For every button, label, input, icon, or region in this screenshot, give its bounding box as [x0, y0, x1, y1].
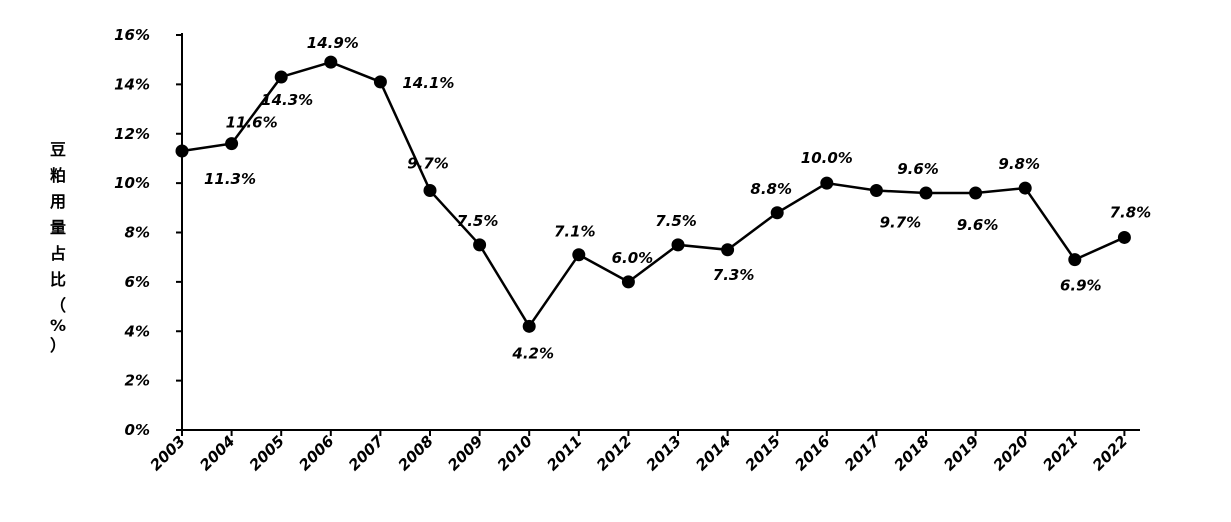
x-tick-label: 2013 [643, 432, 685, 474]
data-point [671, 238, 685, 252]
data-label: 6.9% [1060, 277, 1102, 295]
data-labels: 11.3% 11.6% 14.3% 14.9% 14.1% 9.7% 7.5% 4.2% 7.1… [204, 34, 1151, 362]
x-tick-label: 2006 [295, 432, 337, 474]
y-tick-label: 2% [125, 372, 150, 390]
data-point [373, 75, 387, 89]
y-tick-label: 4% [124, 322, 150, 340]
data-point [770, 206, 784, 220]
x-tick-label: 2005 [246, 432, 288, 474]
series-line [181, 60, 1125, 329]
x-tick-label: 2010 [494, 432, 536, 474]
data-label: 7.5% [457, 212, 499, 230]
y-tick-label: 6% [125, 273, 150, 291]
x-tick-label: 2015 [742, 432, 784, 474]
y-axis-label-char: ） [50, 336, 66, 355]
y-axis-label-char: 占 [50, 244, 66, 263]
x-tick-label: 2008 [395, 432, 437, 474]
x-tick-label: 2004 [196, 432, 238, 474]
x-ticks: 2003 2004 2005 2006 2007 2008 2009 2010 2011 2012… [147, 430, 1131, 475]
data-point [869, 184, 883, 198]
data-point [969, 186, 983, 200]
data-point [820, 176, 834, 190]
y-axis-label-char: 比 [50, 270, 66, 289]
data-label: 9.7% [880, 214, 922, 232]
data-label: 14.1% [402, 74, 454, 92]
data-label: 7.3% [713, 266, 755, 284]
data-point [1117, 230, 1131, 244]
x-tick-label: 2020 [990, 432, 1032, 474]
x-tick-label: 2018 [891, 432, 933, 474]
x-tick-label: 2021 [1039, 432, 1081, 474]
data-label: 6.0% [612, 249, 654, 267]
x-tick-label: 2007 [345, 432, 388, 475]
data-label: 9.6% [957, 216, 999, 234]
y-axis-label-char: 用 [50, 192, 66, 211]
data-label: 11.6% [226, 114, 278, 132]
y-axis-label-char: 量 [50, 218, 66, 237]
data-label: 14.9% [307, 34, 359, 52]
y-tick-label: 8% [125, 224, 150, 242]
data-points [175, 55, 1131, 333]
data-label: 9.6% [897, 160, 939, 178]
data-label: 7.1% [554, 223, 596, 241]
y-axis-label-char: % [50, 316, 66, 335]
data-point [423, 184, 437, 198]
y-axis-label-char: 豆 [50, 140, 66, 159]
y-tick-label: 10% [114, 174, 150, 192]
data-point [721, 243, 735, 257]
x-tick-label: 2012 [593, 432, 635, 474]
data-point [324, 55, 338, 69]
x-tick-label: 2011 [543, 432, 585, 474]
data-label: 11.3% [204, 170, 256, 188]
y-tick-label: 14% [114, 75, 150, 93]
data-point [175, 144, 189, 158]
data-point [1018, 181, 1032, 195]
y-axis-label-char: 粕 [50, 166, 66, 185]
data-point [274, 70, 288, 84]
data-point [1068, 253, 1082, 267]
y-tick-label: 12% [114, 125, 150, 143]
y-ticks: 0% 2% 4% 6% 8% 10% 12% 14% 16% [114, 26, 182, 439]
x-tick-label: 2017 [841, 432, 884, 475]
x-tick-label: 2014 [692, 432, 734, 474]
data-label: 14.3% [261, 91, 313, 109]
data-point [473, 238, 487, 252]
data-label: 7.5% [655, 212, 697, 230]
x-tick-label: 2009 [444, 432, 486, 474]
x-tick-label: 2019 [940, 432, 982, 474]
y-tick-label: 0% [125, 421, 150, 439]
data-label: 8.8% [750, 180, 792, 198]
data-label: 9.7% [407, 155, 449, 173]
data-label: 9.8% [998, 155, 1040, 173]
y-tick-label: 16% [114, 26, 150, 44]
x-tick-label: 2022 [1089, 432, 1131, 474]
data-point [572, 248, 586, 262]
data-label: 7.8% [1110, 203, 1152, 221]
data-point [522, 319, 536, 333]
series-polyline [181, 60, 1125, 329]
data-point [919, 186, 933, 200]
x-tick-label: 2016 [791, 432, 833, 474]
data-label: 4.2% [511, 344, 554, 362]
data-label: 10.0% [801, 149, 853, 167]
y-axis-label-char: （ [50, 296, 66, 315]
data-point [225, 137, 239, 151]
x-tick-label: 2003 [147, 432, 189, 474]
data-point [621, 275, 635, 289]
